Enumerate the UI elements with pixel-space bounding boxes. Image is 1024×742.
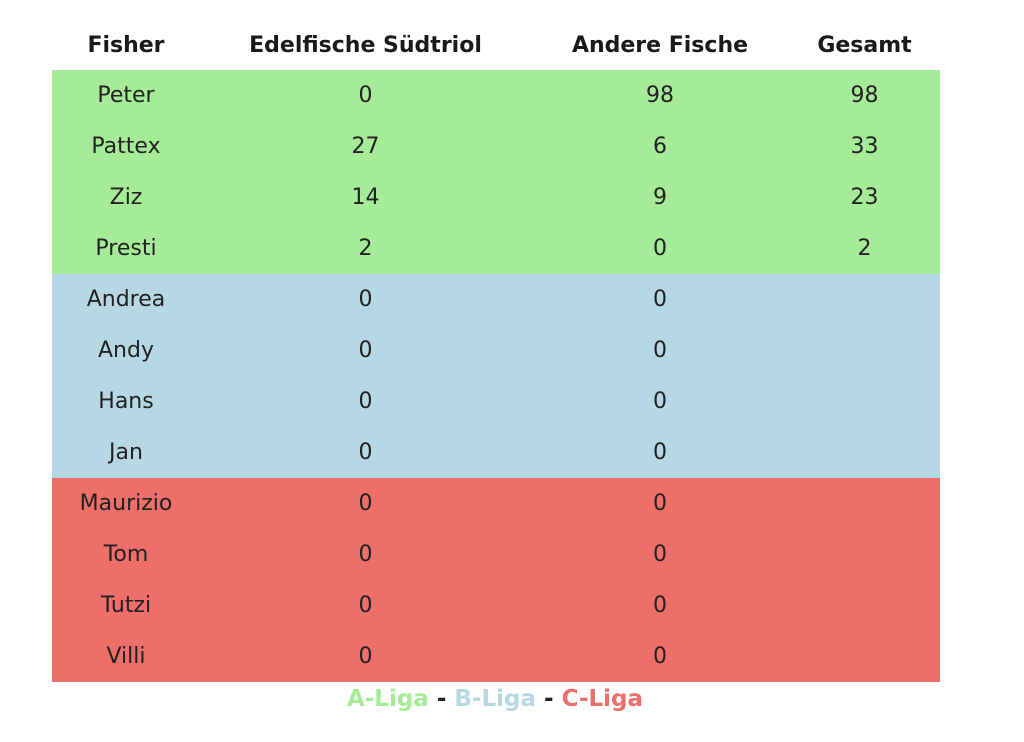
table-row: Hans 0 0 [52, 376, 940, 427]
cell-andere-fische: 0 [531, 325, 789, 376]
table-row: Villi 0 0 [52, 631, 940, 682]
cell-andere-fische: 0 [531, 529, 789, 580]
cell-gesamt [789, 274, 940, 325]
cell-andere-fische: 0 [531, 631, 789, 682]
cell-andere-fische: 0 [531, 478, 789, 529]
cell-andere-fische: 98 [531, 70, 789, 121]
cell-gesamt [789, 580, 940, 631]
cell-gesamt: 98 [789, 70, 940, 121]
table-row: Tutzi 0 0 [52, 580, 940, 631]
cell-fisher: Presti [52, 223, 200, 274]
cell-gesamt: 23 [789, 172, 940, 223]
cell-gesamt [789, 325, 940, 376]
cell-edelfische: 14 [200, 172, 531, 223]
table-body: Peter 0 98 98 Pattex 27 6 33 Ziz 14 9 23… [52, 70, 940, 682]
table-row: Presti 2 0 2 [52, 223, 940, 274]
header-gesamt: Gesamt [817, 32, 912, 58]
header-row: Fisher Edelfische Südtriol Andere Fische… [52, 20, 940, 70]
cell-fisher: Andrea [52, 274, 200, 325]
cell-edelfische: 0 [200, 274, 531, 325]
cell-fisher: Ziz [52, 172, 200, 223]
cell-andere-fische: 0 [531, 376, 789, 427]
cell-edelfische: 0 [200, 631, 531, 682]
cell-edelfische: 2 [200, 223, 531, 274]
cell-fisher: Hans [52, 376, 200, 427]
cell-edelfische: 0 [200, 529, 531, 580]
cell-andere-fische: 6 [531, 121, 789, 172]
cell-fisher: Pattex [52, 121, 200, 172]
table-row: Pattex 27 6 33 [52, 121, 940, 172]
cell-edelfische: 0 [200, 580, 531, 631]
cell-gesamt: 33 [789, 121, 940, 172]
cell-gesamt [789, 427, 940, 478]
legend-c-liga: C-Liga [561, 686, 644, 712]
legend-b-liga: B-Liga [454, 686, 536, 712]
cell-fisher: Tutzi [52, 580, 200, 631]
cell-andere-fische: 0 [531, 580, 789, 631]
table-row: Maurizio 0 0 [52, 478, 940, 529]
header-fisher: Fisher [87, 32, 165, 58]
cell-edelfische: 0 [200, 376, 531, 427]
table-row: Peter 0 98 98 [52, 70, 940, 121]
cell-gesamt: 2 [789, 223, 940, 274]
table-row: Jan 0 0 [52, 427, 940, 478]
cell-edelfische: 0 [200, 427, 531, 478]
cell-edelfische: 0 [200, 70, 531, 121]
header-andere-fische: Andere Fische [571, 32, 749, 58]
cell-gesamt [789, 631, 940, 682]
cell-andere-fische: 9 [531, 172, 789, 223]
cell-andere-fische: 0 [531, 223, 789, 274]
table-row: Ziz 14 9 23 [52, 172, 940, 223]
header-edelfische: Edelfische Südtriol [249, 32, 482, 58]
cell-fisher: Andy [52, 325, 200, 376]
table-header: Fisher Edelfische Südtriol Andere Fische… [52, 20, 940, 70]
table-row: Andy 0 0 [52, 325, 940, 376]
cell-fisher: Peter [52, 70, 200, 121]
cell-fisher: Tom [52, 529, 200, 580]
table-row: Tom 0 0 [52, 529, 940, 580]
cell-andere-fische: 0 [531, 274, 789, 325]
cell-fisher: Villi [52, 631, 200, 682]
legend-separator: - [428, 686, 455, 712]
cell-fisher: Jan [52, 427, 200, 478]
cell-andere-fische: 0 [531, 427, 789, 478]
cell-gesamt [789, 478, 940, 529]
cell-gesamt [789, 529, 940, 580]
legend-a-liga: A-Liga [346, 686, 429, 712]
league-legend: A-Liga - B-Liga - C-Liga [0, 683, 990, 715]
table-row: Andrea 0 0 [52, 274, 940, 325]
cell-edelfische: 0 [200, 478, 531, 529]
cell-gesamt [789, 376, 940, 427]
legend-separator: - [536, 686, 562, 712]
cell-edelfische: 27 [200, 121, 531, 172]
cell-fisher: Maurizio [52, 478, 200, 529]
fisher-score-table: Fisher Edelfische Südtriol Andere Fische… [52, 20, 940, 682]
cell-edelfische: 0 [200, 325, 531, 376]
